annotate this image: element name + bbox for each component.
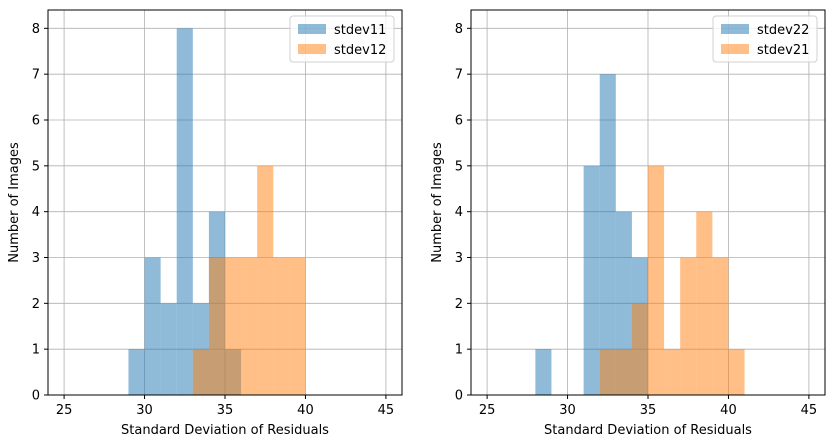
y-tick-label: 5 [455,159,463,174]
legend-right: stdev22 stdev21 [712,15,818,63]
y-tick-label: 0 [455,389,463,404]
bar-stdev21 [712,257,729,395]
y-tick-label: 2 [455,297,463,312]
bar-stdev21 [728,349,745,395]
legend-label: stdev21 [757,43,809,58]
bar-stdev12 [273,257,290,395]
y-tick-label: 6 [455,114,463,129]
bar-stdev11 [128,349,145,395]
y-tick-label: 4 [455,205,463,220]
bar-stdev21 [599,349,616,395]
legend-swatch [298,44,326,54]
y-tick-label: 8 [455,22,463,37]
legend-swatch [721,44,749,54]
bar-stdev21 [680,257,697,395]
legend-label: stdev22 [757,23,809,38]
legend-swatch [298,24,326,34]
bar-stdev12 [208,257,225,395]
bar-stdev21 [631,303,648,395]
x-tick-label: 30 [559,403,576,418]
bar-stdev21 [696,211,713,395]
legend-label: stdev12 [334,43,386,58]
bar-stdev22 [599,74,616,396]
bar-stdev12 [241,257,258,395]
x-axis-label-left: Standard Deviation of Residuals [121,423,329,438]
y-axis-label-right: Number of Images [430,142,445,263]
y-tick-label: 5 [32,159,40,174]
y-tick-label: 2 [32,297,40,312]
bar-stdev12 [257,165,274,395]
y-tick-label: 4 [32,205,40,220]
bar-stdev11 [176,28,193,395]
y-tick-label: 1 [32,343,40,358]
bar-stdev21 [664,349,681,395]
y-tick-label: 0 [32,389,40,404]
x-tick-label: 40 [720,403,737,418]
x-tick-label: 45 [378,403,395,418]
x-tick-label: 25 [479,403,496,418]
bar-stdev11 [144,257,161,395]
y-tick-label: 6 [32,114,40,129]
bar-stdev22 [535,349,552,395]
y-axis-label-left: Number of Images [7,142,22,263]
y-tick-label: 8 [32,22,40,37]
y-tick-label: 7 [455,68,463,83]
bar-stdev21 [615,349,632,395]
legend-label: stdev11 [334,23,386,38]
bar-stdev12 [289,257,306,395]
y-tick-label: 3 [455,251,463,266]
y-tick-label: 3 [32,251,40,266]
bar-stdev12 [192,349,209,395]
y-tick-label: 7 [32,68,40,83]
x-tick-label: 35 [640,403,657,418]
bar-stdev21 [648,165,665,395]
legend-left: stdev11 stdev12 [289,15,395,63]
bar-stdev11 [160,303,177,395]
x-tick-label: 40 [297,403,314,418]
x-tick-label: 35 [217,403,234,418]
x-tick-label: 30 [136,403,153,418]
bar-stdev12 [225,257,242,395]
bar-stdev22 [583,165,600,395]
legend-swatch [721,24,749,34]
x-tick-label: 45 [801,403,818,418]
x-axis-label-right: Standard Deviation of Residuals [544,423,752,438]
y-tick-label: 1 [455,343,463,358]
x-tick-label: 25 [56,403,73,418]
